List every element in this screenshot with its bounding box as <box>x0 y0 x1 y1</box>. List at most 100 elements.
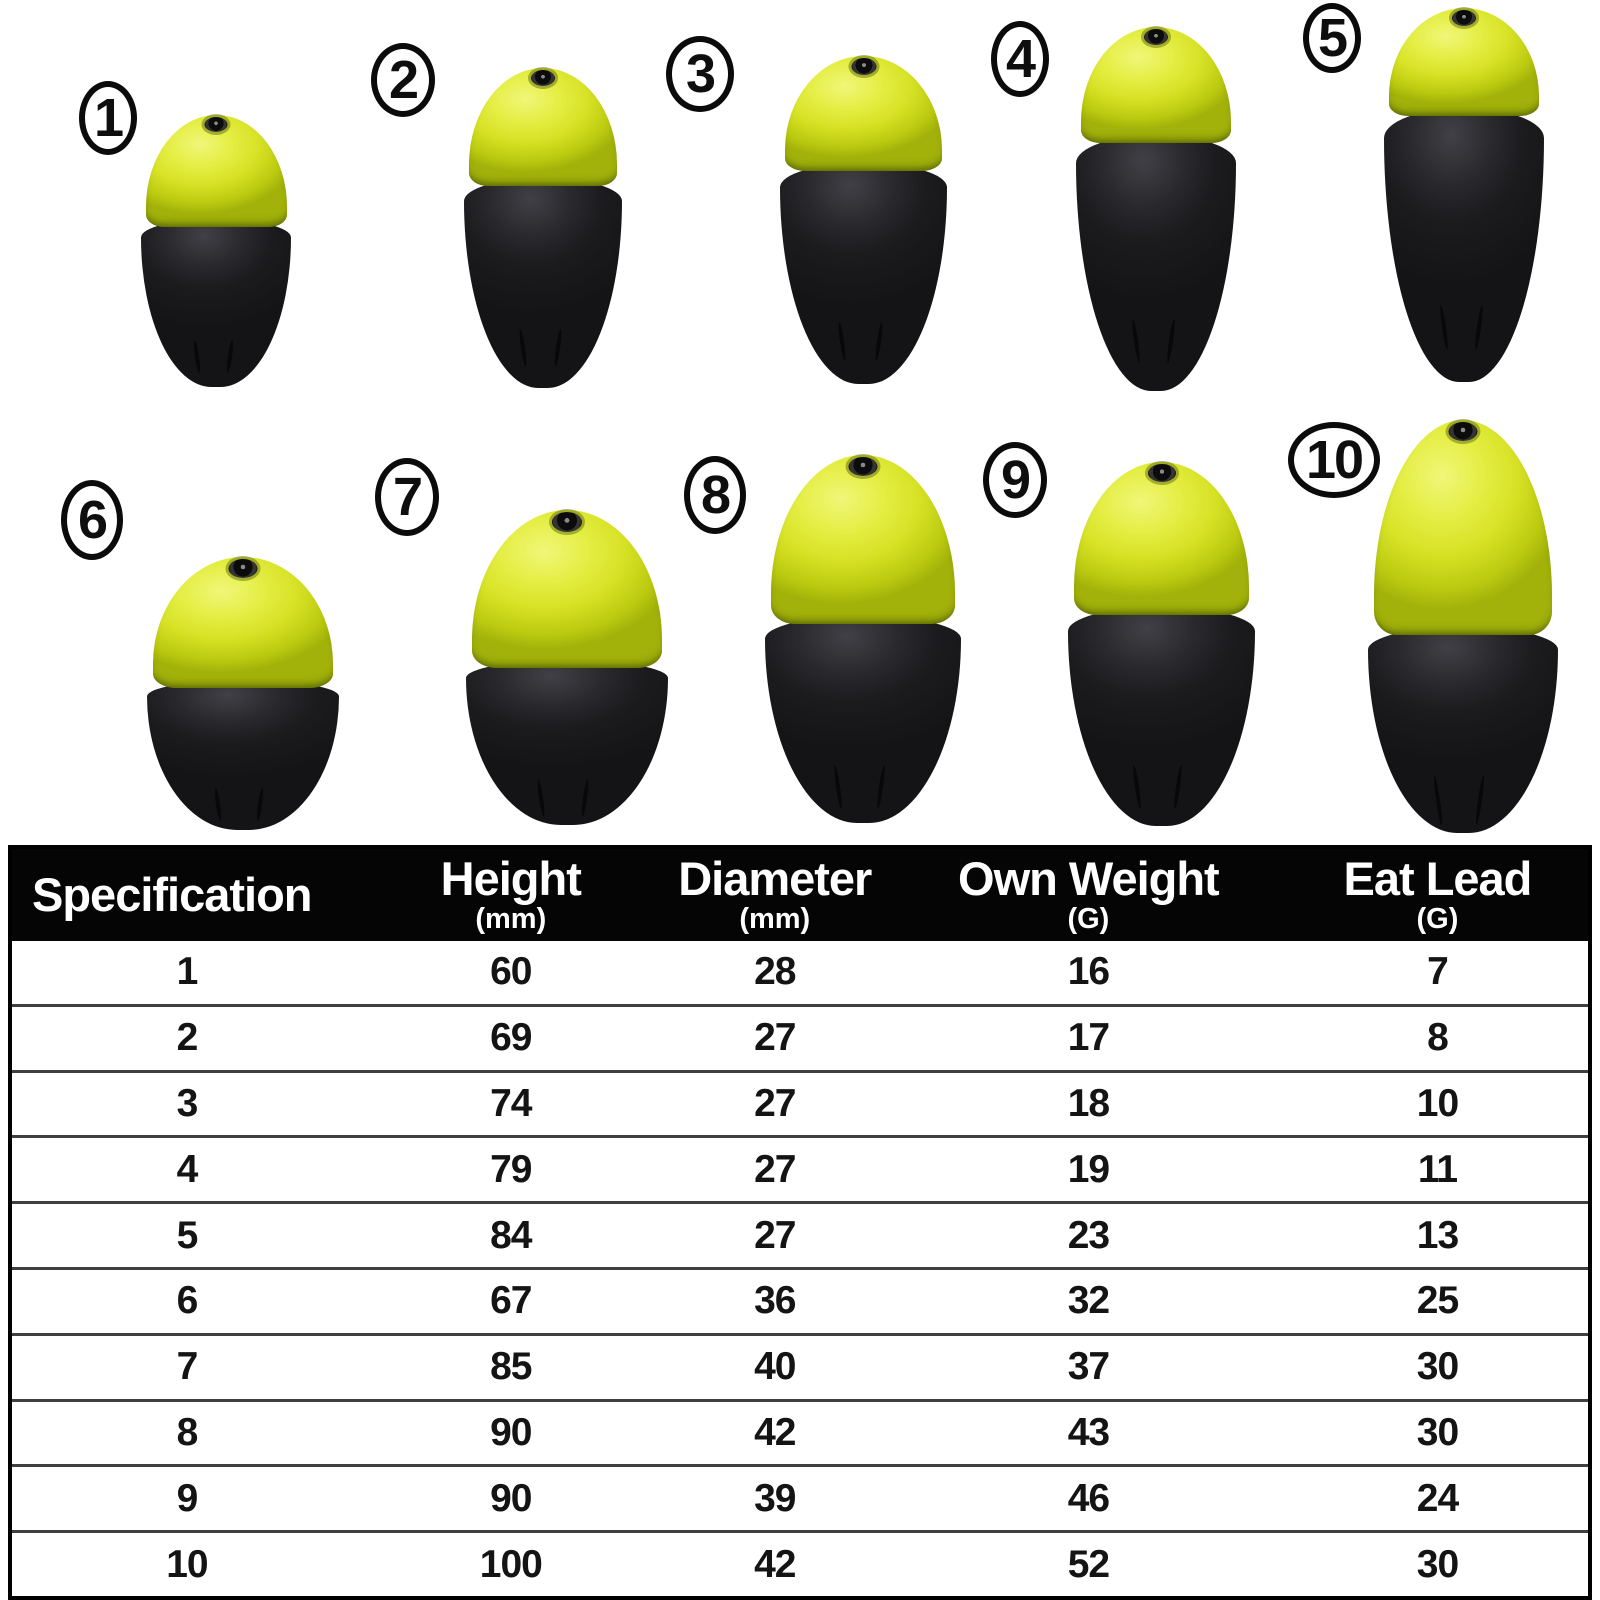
float-line-hole <box>1144 29 1168 45</box>
column-header-specification: Specification <box>12 849 362 941</box>
float-photo-10 <box>1368 420 1558 833</box>
float-tip-slit <box>875 764 886 810</box>
float-photo-5 <box>1384 8 1544 382</box>
spec-table-row-1: 1 60 28 16 7 <box>12 941 1588 1004</box>
spec-table-cell: 11 <box>1417 1147 1458 1191</box>
spec-table-cell: 8 <box>1427 1016 1449 1060</box>
float-line-hole <box>228 559 258 578</box>
spec-table-cell: 39 <box>754 1476 796 1520</box>
spec-table-cell: 69 <box>490 1016 532 1060</box>
spec-table-cell: 28 <box>754 950 796 994</box>
spec-table-cell: 43 <box>1067 1410 1110 1454</box>
specification-table-header: Specification Height (mm) Diameter (mm) Own W… <box>12 849 1588 941</box>
float-black-body <box>780 163 947 384</box>
float-photo-3 <box>780 56 947 384</box>
float-tip-slit <box>837 322 847 362</box>
spec-table-cell: 30 <box>1416 1542 1459 1586</box>
floats-display-area: 1 2 3 4 5 6 7 8 9 10 <box>61 3 1558 833</box>
spec-table-cell: 10 <box>1416 1081 1459 1125</box>
spec-table-cell: 84 <box>490 1213 532 1257</box>
spec-table-cell: 8 <box>176 1410 199 1454</box>
spec-table-cell: 19 <box>1067 1147 1110 1191</box>
float-tip-slit <box>553 329 563 368</box>
spec-table-cell: 16 <box>1067 950 1110 994</box>
float-tip-slit <box>1132 764 1143 809</box>
spec-table-cell: 37 <box>1067 1345 1110 1389</box>
float-number-badge-3: 3 <box>666 36 734 112</box>
float-tip-slit <box>518 329 528 368</box>
spec-table-row-3: 3 74 27 18 10 <box>12 1069 1588 1136</box>
spec-table-row-5: 5 84 27 23 13 <box>12 1201 1588 1267</box>
spec-table-cell: 30 <box>1416 1345 1459 1389</box>
specification-table: Specification Height (mm) Diameter (mm) Own W… <box>8 845 1592 1600</box>
spec-table-cell: 3 <box>176 1081 199 1125</box>
float-tip-slit <box>536 778 546 817</box>
float-line-hole <box>851 58 876 75</box>
spec-table-cell: 42 <box>754 1410 796 1454</box>
column-header-own-weight: Own Weight (G) <box>890 849 1287 941</box>
float-photo-1 <box>141 115 291 387</box>
spec-table-cell: 18 <box>1067 1081 1110 1125</box>
float-black-body <box>1068 607 1255 826</box>
float-tip-slit <box>192 339 202 374</box>
float-tip-slit <box>225 339 235 374</box>
float-tip-slit <box>1473 305 1484 351</box>
float-line-hole <box>531 70 555 86</box>
spec-table-cell: 6 <box>176 1279 199 1323</box>
float-number-badge-9: 9 <box>983 442 1047 518</box>
column-header-label: Own Weight <box>958 852 1220 906</box>
float-yellow-cap <box>1073 462 1250 615</box>
spec-table-cell: 46 <box>1067 1476 1110 1520</box>
float-black-body <box>1076 135 1236 391</box>
float-tip-slit <box>1432 775 1444 826</box>
column-header-label: Height <box>440 852 582 906</box>
column-header-label: Diameter <box>678 852 872 906</box>
column-header-label: Eat Lead <box>1343 852 1533 906</box>
spec-table-row-2: 2 69 27 17 8 <box>12 1003 1588 1070</box>
float-tip-slit <box>1173 764 1184 809</box>
spec-table-row-6: 6 67 36 32 25 <box>12 1266 1588 1333</box>
spec-table-cell: 74 <box>490 1081 532 1125</box>
column-header-unit: (mm) <box>475 903 547 936</box>
spec-table-row-8: 8 90 42 43 30 <box>12 1398 1588 1465</box>
spec-table-cell: 25 <box>1416 1279 1459 1323</box>
float-line-hole <box>1147 464 1176 482</box>
spec-table-cell: 2 <box>176 1016 199 1060</box>
float-tip-slit <box>580 778 590 817</box>
spec-table-cell: 52 <box>1067 1542 1110 1586</box>
spec-table-cell: 100 <box>479 1542 543 1586</box>
float-line-hole <box>552 512 582 532</box>
spec-table-row-7: 7 85 40 37 30 <box>12 1332 1588 1399</box>
spec-table-cell: 27 <box>754 1016 796 1060</box>
spec-table-cell: 67 <box>490 1279 532 1323</box>
spec-table-cell: 7 <box>176 1345 199 1389</box>
column-header-label: Specification <box>32 868 313 922</box>
float-tip-slit <box>1438 305 1449 351</box>
float-tip-slit <box>1130 319 1141 364</box>
spec-table-cell: 1 <box>176 950 199 994</box>
spec-table-cell: 9 <box>176 1476 199 1520</box>
float-number-badge-7: 7 <box>375 458 439 536</box>
spec-table-cell: 10 <box>166 1542 208 1586</box>
float-black-body <box>464 178 622 388</box>
float-line-hole <box>1448 422 1478 441</box>
float-photo-8 <box>765 455 961 823</box>
spec-table-cell: 60 <box>490 950 532 994</box>
spec-table-cell: 36 <box>754 1279 796 1323</box>
float-yellow-cap <box>472 510 662 668</box>
float-tip-slit <box>256 787 265 822</box>
float-number-badge-4: 4 <box>991 21 1049 97</box>
column-header-unit: (G) <box>1067 903 1110 936</box>
float-photo-9 <box>1068 462 1255 826</box>
float-black-body <box>141 219 291 387</box>
spec-table-cell: 17 <box>1067 1016 1110 1060</box>
float-yellow-cap <box>1373 420 1553 635</box>
float-line-hole <box>204 117 228 132</box>
spec-table-row-4: 4 79 27 19 11 <box>12 1135 1588 1201</box>
column-header-unit: (G) <box>1416 903 1459 936</box>
spec-table-cell: 7 <box>1427 950 1449 994</box>
float-black-body <box>1368 627 1558 833</box>
spec-table-cell: 30 <box>1416 1410 1459 1454</box>
spec-table-cell: 5 <box>176 1213 199 1257</box>
